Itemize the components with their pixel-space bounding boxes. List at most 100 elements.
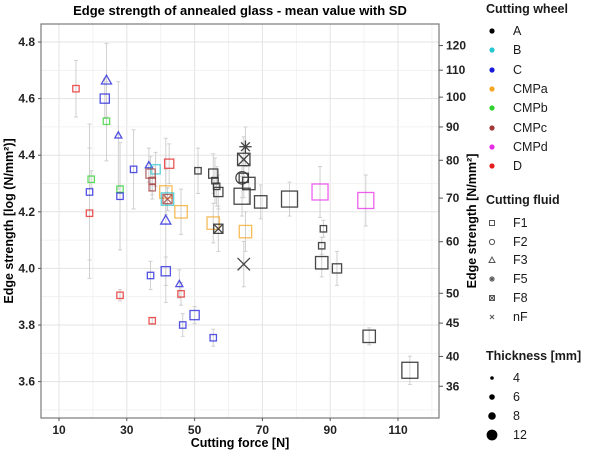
data-point [85,209,94,218]
y-axis-right-ticks: 36 40 45 50 60 70 80 90 100 110 120 [439,39,466,393]
data-point [253,195,268,209]
legend-title-cutting-fluid: Cutting fluid [486,193,560,207]
legend-item-wheel-label: CMPc [513,120,548,135]
y-right-tick-label: 70 [446,191,460,205]
data-point [116,185,124,194]
legend-item-thickness-symbol [486,370,502,386]
y-tick-label: 4.4 [18,148,35,162]
legend-item-thickness-label: 8 [513,409,520,423]
data-point [241,176,256,191]
legend-item-thickness-symbol [486,408,502,424]
data-point [189,309,200,321]
data-point [113,130,123,139]
y-right-tick-label: 80 [446,153,460,167]
x-tick-label: 30 [120,423,134,437]
data-point [116,192,124,201]
data-point [331,263,343,274]
legend-item-wheel-symbol [486,23,502,39]
data-point [146,271,155,280]
y-right-tick-label: 40 [446,349,460,363]
data-point [236,152,251,167]
legend-item-wheel-symbol [486,62,502,78]
data-point [177,290,185,298]
data-point [174,279,184,288]
data-point [102,117,111,126]
y-right-tick-label: 120 [446,39,466,53]
legend-item-wheel-label: CMPb [513,101,548,116]
data-point [87,175,96,184]
x-tick-label: 50 [188,423,202,437]
data-point [239,140,252,153]
data-point [211,176,219,185]
data-point [238,224,253,239]
x-axis-title: Cutting force [N] [191,436,290,450]
data-point [145,168,156,179]
legend-title-cutting-wheel: Cutting wheel [486,2,568,16]
legend-item-fluid-symbol [486,234,502,250]
data-point [194,166,202,175]
data-point [280,190,299,208]
plot-border [40,23,440,419]
x-tick-label: 90 [324,423,338,437]
data-point [163,158,175,169]
legend-item-wheel-symbol [486,158,502,174]
y-tick-label: 4.0 [18,261,35,275]
data-point [319,224,328,233]
data-point [159,213,172,225]
legend-item-wheel-symbol [486,42,502,58]
legend-item-thickness-label: 6 [513,390,520,404]
legend-item-wheel-symbol [486,120,502,136]
data-point [212,182,221,191]
y-right-tick-label: 100 [446,90,466,104]
data-point [213,223,224,235]
data-point [72,84,80,93]
legend-item-wheel-symbol [486,100,502,116]
y-right-tick-label: 110 [446,63,466,77]
y-tick-label: 3.6 [18,375,35,389]
y-axis-ticks: 3.6 3.8 4.0 4.2 4.4 4.6 4.8 [18,35,41,389]
y-right-tick-label: 36 [446,379,460,393]
data-point [116,291,124,300]
data-point [317,241,326,250]
data-point [148,316,157,325]
data-point [362,329,377,344]
y-right-tick-label: 90 [446,120,460,134]
y-right-tick-label: 45 [446,316,460,330]
legend-item-fluid-symbol [486,271,502,287]
data-point [178,321,187,329]
legend-item-wheel-label: B [513,43,522,58]
y-axis-title: Edge strength [log (N/mm²)] [2,138,16,303]
legend-item-fluid-label: F2 [513,234,528,249]
y-tick-label: 4.6 [18,92,35,106]
data-points [72,73,419,379]
y-tick-label: 4.2 [18,205,35,219]
legend-item-wheel-label: A [513,24,522,38]
data-point [357,191,375,210]
data-point [148,176,157,185]
data-point [311,183,329,201]
data-point [233,187,251,205]
data-point [99,93,111,104]
legend-item-thickness-symbol [486,389,502,405]
x-tick-label: 10 [52,423,66,437]
legend-item-wheel-label: CMPa [513,81,548,96]
data-point [160,192,175,206]
legend-item-fluid-symbol [486,252,502,268]
chart-title: Edge strength of annealed glass - mean v… [73,3,407,18]
data-point [314,255,329,270]
error-bars [73,42,412,385]
data-point [160,265,172,277]
y-right-tick-label: 60 [446,235,460,249]
grid [41,24,439,418]
legend-item-thickness-label: 4 [513,371,520,385]
y-axis-right-title: Edge strength [N/mm²] [465,154,479,289]
legend-item-fluid-label: F5 [513,272,528,287]
x-tick-label: 70 [256,423,270,437]
legend-item-fluid-symbol [486,290,502,306]
x-axis-ticks: 10 30 50 70 90 110 [52,418,408,437]
legend-item-thickness-label: 12 [513,428,527,442]
legend-item-wheel-label: D [513,159,523,174]
legend-item-wheel-symbol [486,81,502,97]
data-point [85,188,94,196]
